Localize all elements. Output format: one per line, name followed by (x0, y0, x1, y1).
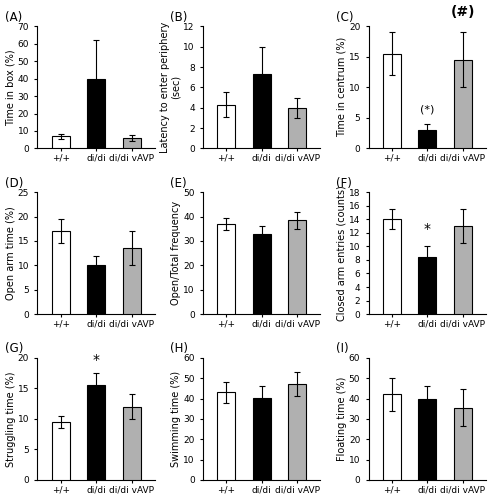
Bar (52, 231, 69, 314)
Y-axis label: Time in centrum (%): Time in centrum (%) (337, 37, 347, 138)
Text: (E): (E) (170, 176, 187, 190)
Text: (A): (A) (4, 11, 22, 24)
Bar (217, 392, 235, 480)
Bar (123, 248, 141, 314)
Bar (87, 78, 105, 148)
Y-axis label: Open/Total frequency: Open/Total frequency (171, 201, 181, 305)
Bar (418, 398, 436, 480)
Bar (87, 266, 105, 314)
Text: *: * (92, 353, 100, 367)
Bar (52, 136, 69, 148)
Bar (87, 386, 105, 480)
Bar (253, 398, 271, 480)
Bar (454, 408, 472, 480)
Y-axis label: Time in box (%): Time in box (%) (5, 49, 16, 126)
Bar (288, 108, 306, 148)
Y-axis label: Closed arm entries (counts): Closed arm entries (counts) (337, 185, 347, 321)
Text: (*): (*) (420, 105, 434, 115)
Bar (288, 384, 306, 480)
Text: (#): (#) (451, 5, 475, 19)
Bar (52, 422, 69, 480)
Bar (217, 104, 235, 148)
Y-axis label: Struggling time (%): Struggling time (%) (5, 371, 16, 466)
Y-axis label: Swimming time (%): Swimming time (%) (171, 371, 181, 467)
Text: *: * (424, 222, 431, 236)
Bar (383, 394, 400, 480)
Bar (454, 226, 472, 314)
Text: (G): (G) (4, 342, 23, 355)
Text: (H): (H) (170, 342, 188, 355)
Bar (253, 74, 271, 148)
Bar (454, 60, 472, 148)
Bar (383, 219, 400, 314)
Text: (D): (D) (4, 176, 23, 190)
Bar (288, 220, 306, 314)
Bar (123, 138, 141, 148)
Text: (I): (I) (336, 342, 348, 355)
Bar (217, 224, 235, 314)
Bar (253, 234, 271, 314)
Y-axis label: Floating time (%): Floating time (%) (337, 376, 347, 461)
Y-axis label: Open arm time (%): Open arm time (%) (5, 206, 16, 300)
Text: (F): (F) (336, 176, 352, 190)
Bar (418, 256, 436, 314)
Bar (383, 54, 400, 148)
Bar (418, 130, 436, 148)
Y-axis label: Latency to enter periphery
(sec): Latency to enter periphery (sec) (159, 22, 181, 153)
Text: (C): (C) (336, 11, 353, 24)
Text: (B): (B) (170, 11, 187, 24)
Bar (123, 406, 141, 480)
